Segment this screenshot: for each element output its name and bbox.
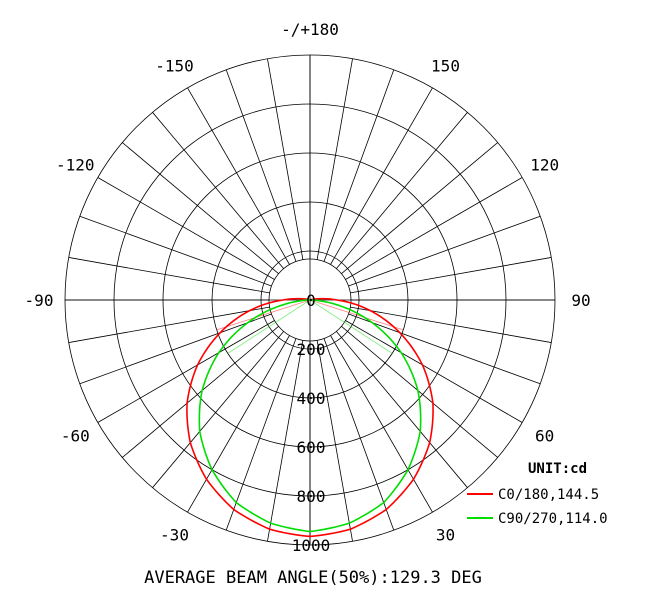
angle-label-150: 150 <box>431 56 460 75</box>
radial-grid-line-100 <box>350 257 552 294</box>
radial-grid-line-60 <box>345 320 523 423</box>
legend-label-c0-180: C0/180,144.5 <box>498 487 599 503</box>
angle-label--150: -150 <box>155 56 194 75</box>
angle-label-120: 120 <box>530 156 559 175</box>
angle-label--120: -120 <box>56 156 95 175</box>
polar-grid <box>64 54 556 546</box>
series-curve-1-left <box>198 299 311 533</box>
series-curves <box>186 297 434 538</box>
radial-grid-line-20 <box>323 338 395 531</box>
angle-label--90: -90 <box>25 291 54 310</box>
radial-tick-label-400: 400 <box>297 389 326 408</box>
radial-grid-line-160 <box>323 69 395 262</box>
radial-grid-line-230 <box>122 142 279 274</box>
beam-angle-footer: AVERAGE BEAM ANGLE(50%):129.3 DEG <box>144 568 482 588</box>
radial-grid-line-40 <box>336 331 468 488</box>
radial-grid-line-210 <box>187 87 290 265</box>
radial-grid-line-280 <box>68 306 270 343</box>
beam-guide-1-right <box>309 299 393 354</box>
series-curve-0-right <box>309 297 434 538</box>
radial-grid-line-320 <box>152 331 284 488</box>
radial-grid-line-290 <box>79 313 272 385</box>
angle-label-60: 60 <box>535 427 554 446</box>
radial-grid-line-110 <box>348 215 541 287</box>
radial-grid-line-250 <box>79 215 272 287</box>
legend-label-c90-270: C90/270,114.0 <box>498 511 608 527</box>
radial-grid-line-340 <box>225 338 297 531</box>
radial-grid-line-120 <box>345 177 523 280</box>
series-curve-1-right <box>309 299 422 533</box>
radial-grid-line-130 <box>341 142 498 274</box>
radial-tick-label-600: 600 <box>297 438 326 457</box>
angle-label--60: -60 <box>61 427 90 446</box>
angle-label-90: 90 <box>571 291 590 310</box>
radial-grid-line-30 <box>330 335 433 513</box>
radial-grid-line-350 <box>267 340 304 542</box>
beam-guide-1-left <box>227 299 311 354</box>
radial-tick-label-200: 200 <box>297 340 326 359</box>
radial-grid-line-190 <box>267 58 304 260</box>
radial-grid-line-10 <box>316 340 353 542</box>
angle-label-30: 30 <box>436 526 455 545</box>
radial-grid-line-240 <box>97 177 275 280</box>
radial-grid-line-300 <box>97 320 275 423</box>
series-curve-0-left <box>186 297 311 538</box>
beam-guide-0-left <box>216 299 311 331</box>
radial-tick-label-800: 800 <box>297 487 326 506</box>
radial-tick-label-1000: 1000 <box>292 536 331 555</box>
radial-grid-line-140 <box>336 112 468 269</box>
radial-grid-line-310 <box>122 326 279 458</box>
angle-label-180: -/+180 <box>281 20 339 39</box>
radial-grid-line-70 <box>348 313 541 385</box>
beam-guide-0-right <box>309 299 404 331</box>
radial-grid-line-330 <box>187 335 290 513</box>
radial-grid-line-170 <box>316 58 353 260</box>
angle-label--30: -30 <box>160 526 189 545</box>
radial-grid-line-80 <box>350 306 552 343</box>
angle-tick-labels: -/+180 150 -150 120 -120 90 -90 60 -60 30 -30 <box>25 20 591 545</box>
unit-label: UNIT:cd <box>528 461 587 477</box>
legend: C0/180,144.5 C90/270,114.0 <box>467 487 608 527</box>
radial-tick-labels: 0 200 400 600 800 1000 <box>292 291 331 555</box>
radial-grid-line-260 <box>68 257 270 294</box>
radial-grid-line-150 <box>330 87 433 265</box>
radial-tick-label-0: 0 <box>306 291 316 310</box>
radial-grid-line-200 <box>225 69 297 262</box>
radial-grid-line-220 <box>152 112 284 269</box>
radial-grid-line-50 <box>341 326 498 458</box>
